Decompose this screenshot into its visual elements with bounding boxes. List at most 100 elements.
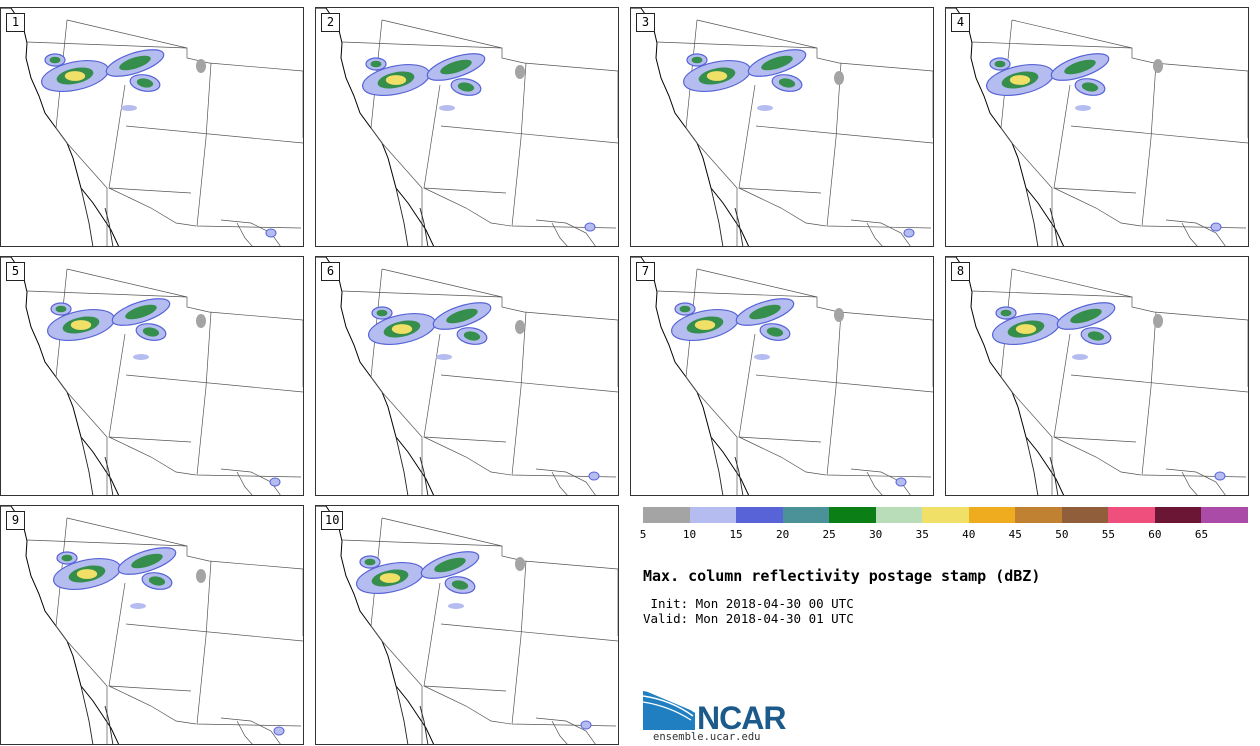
- reflectivity-core: [131, 553, 163, 569]
- reflectivity-area: [436, 354, 452, 360]
- reflectivity-core: [440, 59, 472, 75]
- colorbar-tick-label: 5: [639, 528, 647, 541]
- member-number: 4: [951, 13, 970, 32]
- reflectivity-area: [133, 354, 149, 360]
- colorbar-tick-label: 35: [915, 528, 929, 541]
- reflectivity-core: [778, 78, 796, 88]
- reflectivity-core: [1000, 309, 1012, 317]
- reflectivity-area: [273, 726, 285, 736]
- member-panel: 2: [315, 7, 619, 247]
- reflectivity-area: [515, 557, 525, 571]
- reflectivity-area: [588, 471, 600, 481]
- reflectivity-area: [196, 569, 206, 583]
- reflectivity-area: [1153, 59, 1163, 73]
- reflectivity-area: [1210, 222, 1222, 232]
- member-panel: 9: [0, 505, 304, 745]
- reflectivity-peak: [385, 75, 407, 85]
- colorbar-tick-label: 20: [775, 528, 790, 541]
- reflectivity-peak: [706, 71, 728, 81]
- map-area: [1, 257, 303, 495]
- map-area: [1, 8, 303, 246]
- reflectivity-area: [515, 65, 525, 79]
- reflectivity-area: [121, 105, 137, 111]
- member-number: 7: [636, 262, 655, 281]
- reflectivity-core: [370, 60, 382, 68]
- colorbar-segment: [829, 507, 876, 523]
- reflectivity-peak: [76, 569, 98, 579]
- reflectivity-area: [834, 71, 844, 85]
- reflectivity-area: [1214, 471, 1226, 481]
- reflectivity-core: [1064, 59, 1096, 75]
- valid-time: Valid: Mon 2018-04-30 01 UTC: [643, 611, 854, 626]
- member-number: 1: [6, 13, 25, 32]
- map-area: [631, 8, 933, 246]
- reflectivity-area: [895, 477, 907, 487]
- reflectivity-peak: [694, 320, 716, 330]
- reflectivity-core: [119, 55, 151, 71]
- reflectivity-core: [136, 78, 154, 88]
- colorbar-tick-label: 50: [1055, 528, 1069, 541]
- colorbar-tick-label: 25: [822, 528, 836, 541]
- logo-url: ensemble.ucar.edu: [653, 731, 761, 743]
- reflectivity-core: [142, 327, 160, 337]
- colorbar: [643, 507, 1248, 523]
- colorbar-tick-label: 40: [962, 528, 976, 541]
- colorbar-tick-label: 65: [1194, 528, 1209, 541]
- colorbar-segment: [1154, 507, 1202, 523]
- reflectivity-core: [1081, 82, 1099, 92]
- member-panel: 4: [945, 7, 1249, 247]
- reflectivity-peak: [1009, 75, 1031, 85]
- colorbar-segment: [782, 507, 830, 523]
- colorbar-segment: [922, 507, 969, 523]
- reflectivity-area: [580, 720, 592, 730]
- reflectivity-core: [463, 331, 481, 341]
- reflectivity-area: [515, 320, 525, 334]
- reflectivity-core: [451, 580, 469, 590]
- plot-title: Max. column reflectivity postage stamp (…: [643, 567, 1041, 585]
- reflectivity-core: [994, 60, 1006, 68]
- reflectivity-core: [766, 327, 784, 337]
- member-number: 6: [321, 262, 340, 281]
- map-area: [316, 506, 618, 744]
- member-panel: 3: [630, 7, 934, 247]
- member-number: 8: [951, 262, 970, 281]
- member-number: 9: [6, 511, 25, 530]
- member-panel: 7: [630, 256, 934, 496]
- colorbar-segment: [875, 507, 923, 523]
- colorbar-segment: [1108, 507, 1155, 523]
- member-panel: 6: [315, 256, 619, 496]
- reflectivity-area: [1153, 314, 1163, 328]
- colorbar-segment: [736, 507, 783, 523]
- reflectivity-core: [55, 305, 67, 313]
- colorbar-segment: [1201, 507, 1248, 523]
- reflectivity-core: [125, 304, 157, 320]
- reflectivity-core: [457, 82, 475, 92]
- colorbar-tick-label: 45: [1008, 528, 1022, 541]
- reflectivity-area: [757, 105, 773, 111]
- colorbar-tick-label: 10: [682, 528, 697, 541]
- reflectivity-area: [1072, 354, 1088, 360]
- member-panel: 1: [0, 7, 304, 247]
- reflectivity-area: [584, 222, 596, 232]
- logo-name: NCAR: [697, 700, 786, 736]
- ncar-logo-icon: [643, 689, 696, 730]
- member-number: 10: [321, 511, 344, 530]
- reflectivity-core: [749, 304, 781, 320]
- colorbar-tick-label: 55: [1101, 528, 1115, 541]
- reflectivity-area: [265, 228, 277, 238]
- reflectivity-peak: [391, 324, 413, 334]
- reflectivity-peak: [1015, 324, 1037, 334]
- member-number: 3: [636, 13, 655, 32]
- reflectivity-core: [49, 56, 61, 64]
- colorbar-tick-label: 30: [869, 528, 883, 541]
- reflectivity-area: [448, 603, 464, 609]
- member-number: 2: [321, 13, 340, 32]
- reflectivity-area: [269, 477, 281, 487]
- map-area: [1, 506, 303, 744]
- reflectivity-core: [1087, 331, 1105, 341]
- reflectivity-area: [130, 603, 146, 609]
- reflectivity-area: [439, 105, 455, 111]
- map-area: [946, 8, 1248, 246]
- reflectivity-core: [1070, 308, 1102, 324]
- reflectivity-core: [679, 305, 691, 313]
